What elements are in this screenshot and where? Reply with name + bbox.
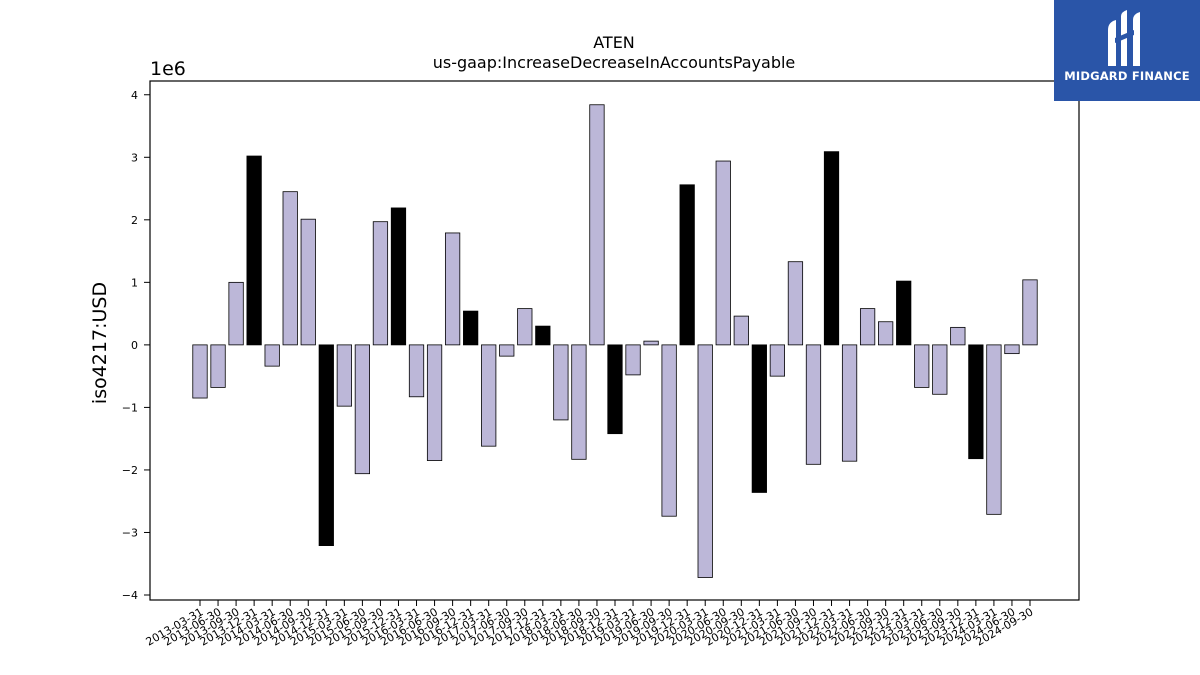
bar-2014-12-31: [318, 344, 334, 547]
y-tick-label: 2: [131, 214, 138, 227]
bar-2014-09-30: [300, 218, 316, 346]
bar-2015-09-30: [372, 221, 389, 346]
y-tick-label: −3: [122, 526, 138, 539]
bar-2018-03-31: [553, 344, 569, 421]
bar-2023-03-31: [914, 344, 930, 388]
bar-2017-06-30: [499, 344, 515, 357]
y-ticks-group: −4 −3 −2 −1 0 1 2 3 4: [122, 89, 150, 602]
bar-2018-12-31: [607, 344, 623, 435]
y-axis-label: iso4217:USD: [89, 282, 111, 404]
bar-2013-06-30: [210, 344, 226, 388]
y-tick-label: 0: [131, 339, 138, 352]
chart-subtitle: us-gaap:IncreaseDecreaseInAccountsPayabl…: [433, 53, 796, 72]
plot-frame: [149, 80, 1080, 601]
chart-title: ATEN: [593, 33, 635, 52]
bar-2017-12-31: [535, 325, 551, 346]
bars-group: [192, 104, 1038, 578]
bar-2016-12-31: [463, 310, 479, 346]
bar-2013-03-31: [192, 344, 208, 399]
midgard-finance-logo: MIDGARD FINANCE: [1054, 0, 1200, 101]
y-tick-label: −1: [122, 401, 138, 414]
y-tick-label: 3: [131, 151, 138, 164]
bar-2019-09-30: [661, 344, 677, 517]
y-tick-label: −4: [122, 589, 138, 602]
bar-2019-03-31: [625, 344, 641, 376]
bar-2023-09-30: [950, 326, 966, 346]
bar-2018-06-30: [571, 344, 587, 460]
y-tick-label: 4: [131, 89, 138, 102]
bar-2015-12-31: [390, 207, 407, 346]
bar-2022-09-30: [878, 321, 894, 346]
bar-2023-06-30: [932, 344, 948, 395]
brand-mark-icon: [1108, 10, 1140, 66]
bar-2021-09-30: [805, 344, 822, 465]
bar-2015-06-30: [354, 344, 371, 475]
bar-2023-12-31: [968, 344, 984, 460]
bar-2021-06-30: [787, 261, 804, 346]
brand-name: MIDGARD FINANCE: [1064, 69, 1190, 83]
bar-2021-12-31: [823, 151, 840, 346]
x-ticks-group: 2013-03-312013-06-302013-09-302013-12-31…: [144, 600, 1036, 649]
bar-2019-06-30: [643, 340, 659, 346]
bar-2021-03-31: [769, 344, 785, 377]
bar-2013-12-31: [246, 155, 262, 346]
bar-2020-03-31: [697, 344, 713, 578]
bar-2016-09-30: [444, 232, 461, 346]
bar-2014-03-31: [264, 344, 280, 367]
bar-2020-09-30: [733, 315, 749, 346]
y-tick-label: −2: [122, 464, 138, 477]
bar-2020-12-31: [751, 344, 767, 493]
bar-2017-09-30: [517, 308, 533, 346]
bar-2018-09-30: [589, 104, 605, 346]
bar-2017-03-31: [481, 344, 497, 447]
bar-2024-03-31: [986, 344, 1002, 515]
bar-2022-03-31: [841, 344, 858, 462]
bar-2015-03-31: [336, 344, 352, 407]
bar-2022-12-31: [896, 280, 912, 346]
y-tick-label: 1: [131, 276, 138, 289]
bar-2016-06-30: [426, 344, 443, 461]
bar-2024-06-30: [1004, 344, 1020, 355]
bar-2014-06-30: [282, 191, 298, 346]
bar-2016-03-31: [408, 344, 425, 398]
bar-2019-12-31: [679, 184, 695, 346]
bar-2013-09-30: [228, 281, 244, 346]
bar-2022-06-30: [859, 308, 876, 346]
y-offset-label: 1e6: [150, 58, 186, 80]
bar-2024-09-30: [1022, 279, 1038, 346]
bar-2020-06-30: [715, 160, 731, 346]
